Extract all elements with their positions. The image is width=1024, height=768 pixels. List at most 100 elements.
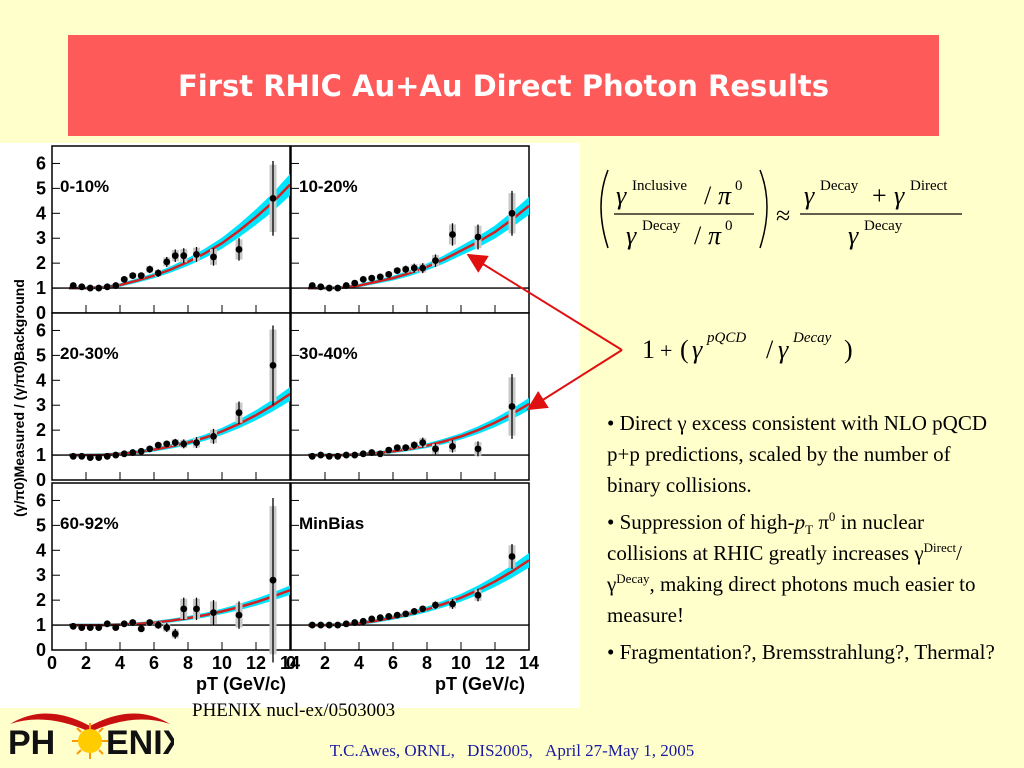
data-point (449, 231, 456, 238)
data-point (180, 440, 188, 448)
x-tick-label: 8 (422, 653, 432, 673)
y-tick-label: 5 (36, 515, 46, 535)
data-point (146, 265, 154, 273)
data-point (308, 621, 316, 629)
y-tick-label: 0 (36, 303, 46, 323)
data-point (474, 233, 482, 241)
data-point (137, 447, 145, 455)
data-point (193, 605, 200, 613)
data-point (317, 283, 325, 291)
x-tick-label: 2 (320, 653, 330, 673)
x-tick-label: 0 (47, 653, 57, 673)
bullet-2-zero: 0 (828, 509, 836, 524)
data-point (120, 620, 128, 628)
y-tick-label: 3 (36, 565, 46, 585)
data-point (308, 282, 316, 289)
chart-figure: 0-10% 0 1 2 3 4 5 6 10-20% 20-30% 0 1 2 3 4 5 6 30-40% 60-… (0, 143, 580, 708)
x-tick-label: 8 (183, 653, 193, 673)
eq2-close: ) (844, 335, 853, 364)
source-caption: PHENIX nucl-ex/0503003 (192, 700, 396, 721)
data-point (342, 282, 350, 289)
bullet-3: • Fragmentation?, Bremsstrahlung?, Therm… (607, 640, 995, 664)
y-tick-label: 5 (36, 178, 46, 198)
y-tick-label: 2 (36, 253, 46, 273)
data-point (95, 624, 103, 631)
eq-slash-1: / (704, 181, 712, 210)
eq-decay-2: Decay (820, 178, 859, 194)
bullet-1: • Direct γ excess consistent with NLO pQ… (607, 408, 1002, 501)
data-point (419, 439, 427, 447)
bullet-1-text: excess consistent with NLO pQCD p+p pred… (607, 411, 987, 497)
eq-zero-1: 0 (735, 178, 743, 194)
bullet-1-pre: • Direct (607, 411, 678, 435)
data-point (402, 610, 410, 618)
chart-svg: 0-10%012345610-20%20-30%012345630-40%60-… (11, 145, 539, 694)
data-point (86, 624, 94, 631)
data-point (78, 624, 86, 631)
data-point (334, 452, 342, 460)
data-point (154, 441, 162, 449)
phenix-logo-graphic: PH ENIX (8, 713, 186, 762)
y-tick-label: 1 (36, 445, 46, 465)
eq-paren-left (600, 169, 609, 249)
data-point (359, 275, 367, 283)
data-point (69, 452, 77, 460)
bullet-2-decay: Decay (616, 571, 650, 586)
title-bar: First RHIC Au+Au Direct Photon Results (68, 35, 939, 136)
x-tick-label: 10 (212, 653, 232, 673)
eq-approx: ≈ (776, 201, 790, 230)
data-point (103, 283, 111, 291)
panel-label: 20-30% (60, 344, 119, 363)
data-point (163, 624, 171, 631)
data-point (269, 194, 277, 202)
equation-ratio: γ Inclusive / π 0 γ Decay / π 0 ≈ γ Deca… (600, 169, 962, 250)
data-point (129, 272, 137, 280)
panel-20-30%: 20-30% 0 1 2 3 4 5 6 (36, 312, 291, 490)
data-point (180, 605, 188, 613)
data-point (368, 615, 376, 623)
x-tick-label: 12 (485, 653, 505, 673)
y-tick-label: 0 (36, 470, 46, 490)
data-point (163, 258, 171, 266)
data-point (449, 600, 456, 608)
data-point (154, 621, 162, 629)
data-point (325, 621, 333, 629)
logo-sun-icon (78, 729, 102, 753)
y-tick-label: 1 (36, 615, 46, 635)
panel-30-40%: 30-40% (290, 312, 530, 481)
eq-pi-1: π (718, 181, 732, 210)
eq-paren-right (759, 169, 768, 249)
data-point (193, 251, 200, 258)
data-point (368, 274, 376, 282)
data-point (432, 257, 439, 265)
data-point (69, 282, 77, 289)
panel-label: 30-40% (299, 344, 358, 363)
x-tick-label: 0 (286, 653, 296, 673)
footer-dates: April 27-May 1, 2005 (545, 741, 695, 760)
y-tick-label: 4 (36, 540, 46, 560)
data-point (171, 439, 179, 447)
bullet-2-post: , making direct photons much easier to m… (607, 572, 976, 627)
panel-label: 0-10% (60, 177, 109, 196)
eq2-slash: / (766, 335, 774, 364)
data-point (86, 284, 94, 292)
eq2-gamma-1: γ (692, 335, 703, 364)
eq2-plus: + (660, 338, 672, 363)
data-point (474, 445, 482, 453)
data-point (171, 630, 179, 638)
panel-label: MinBias (299, 514, 364, 533)
data-point (342, 620, 350, 628)
panel-0-10%: 0-10% 0 1 2 3 4 5 6 (36, 145, 291, 323)
data-point (120, 450, 128, 458)
data-point (385, 270, 393, 278)
data-point (317, 621, 325, 629)
y-tick-label: 2 (36, 590, 46, 610)
footer: T.C.Awes, ORNL, DIS2005, April 27-May 1,… (0, 741, 1024, 761)
data-point (180, 252, 188, 260)
data-point (78, 283, 86, 291)
eq-gamma-1: γ (616, 181, 627, 210)
eq-slash-2: / (694, 221, 702, 250)
data-point (342, 451, 350, 459)
bullet-1-gamma: γ (677, 411, 687, 435)
